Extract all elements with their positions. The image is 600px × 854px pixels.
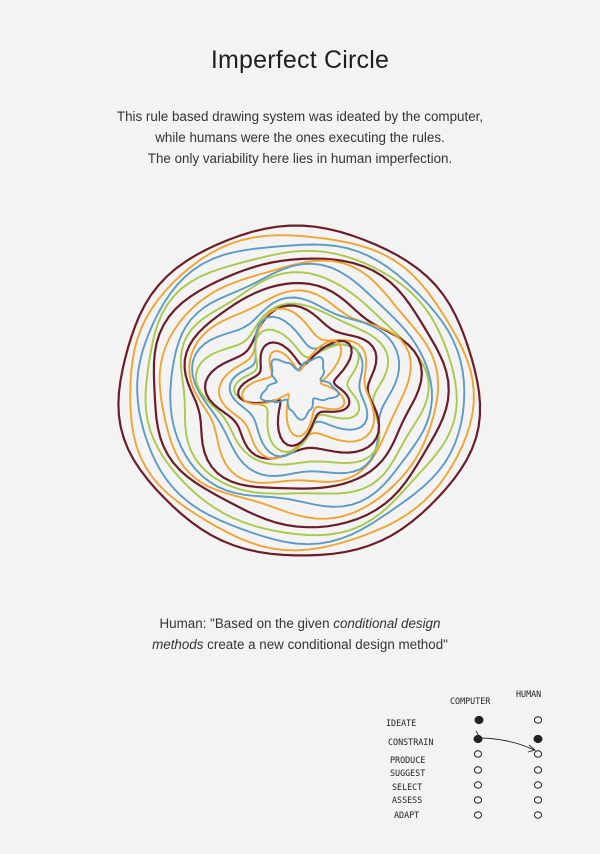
row-label-suggest: SUGGEST [390, 768, 425, 778]
ring-stroke [237, 339, 353, 447]
arrow-small-tick [475, 730, 480, 737]
description-line: while humans were the ones executing the… [155, 130, 445, 145]
imperfect-circle-drawing [117, 224, 482, 557]
human-quote: Human: "Based on the given conditional d… [0, 613, 600, 655]
ring-stroke [203, 304, 381, 460]
human-dot [533, 716, 543, 724]
ring-stroke [117, 224, 482, 557]
page-title: Imperfect Circle [210, 46, 390, 74]
computer-dot [474, 715, 484, 725]
ring-stroke [136, 243, 466, 546]
description-line: The only variability here lies in human … [147, 151, 453, 166]
quote-emphasis: methods [152, 637, 204, 652]
ring-stroke [129, 234, 475, 552]
computer-dot [473, 781, 483, 789]
computer-dot [473, 796, 483, 804]
ring-stroke [179, 271, 430, 495]
ring-stroke [217, 307, 376, 460]
row-label-constrain: CONSTRAIN [388, 737, 433, 747]
human-dot [533, 811, 543, 819]
ring-stroke [191, 296, 401, 477]
quote-prefix: Human: "Based on the given [159, 616, 334, 631]
human-dot [533, 734, 543, 744]
computer-dot [473, 734, 483, 744]
quote-emphasis: conditional design [333, 616, 441, 631]
ring-stroke [152, 257, 450, 529]
arrow-head [527, 744, 536, 753]
ring-stroke [169, 262, 433, 508]
computer-dot [473, 811, 483, 819]
human-dot [533, 781, 543, 789]
row-label-adapt: ADAPT [394, 810, 419, 820]
column-header-human: HUMAN [516, 689, 541, 699]
ring-stroke [241, 340, 346, 438]
computer-dot [473, 750, 483, 758]
ring-stroke [158, 259, 439, 520]
ring-stroke [183, 282, 423, 490]
computer-dot [473, 766, 483, 774]
description: This rule based drawing system was ideat… [0, 106, 600, 169]
column-header-computer: COMPUTER [450, 696, 491, 706]
human-dot [533, 750, 543, 758]
description-line: This rule based drawing system was ideat… [116, 109, 484, 124]
row-label-produce: PRODUCE [390, 755, 425, 765]
ring-stroke [233, 328, 361, 453]
human-dot [533, 796, 543, 804]
row-label-ideate: IDEATE [386, 718, 416, 728]
ring-stroke [194, 302, 390, 466]
ring-stroke [188, 289, 412, 484]
human-dot [533, 766, 543, 774]
row-label-select: SELECT [392, 782, 422, 792]
roles-sketch: COMPUTER HUMAN IDEATE CONSTRAIN PRODUCE … [386, 689, 543, 820]
row-label-assess: ASSESS [392, 795, 422, 805]
quote-suffix: create a new conditional design method" [203, 637, 448, 652]
arrow-computer-to-human [479, 737, 535, 751]
ring-stroke [144, 249, 458, 537]
ring-stroke [259, 355, 340, 421]
